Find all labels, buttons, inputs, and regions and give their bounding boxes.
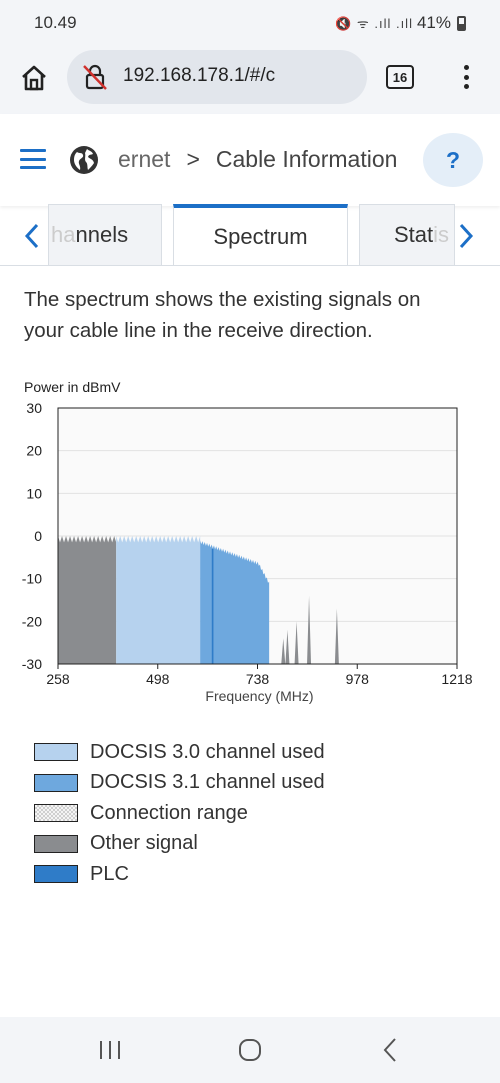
x-tick-label: 498	[146, 671, 170, 687]
globe-icon	[70, 146, 98, 174]
x-tick-label: 978	[346, 671, 370, 687]
y-axis-label: Power in dBmV	[24, 379, 121, 395]
more-options-icon[interactable]	[452, 62, 480, 92]
legend-item: Other signal	[34, 829, 325, 860]
home-nav-button[interactable]	[230, 1035, 270, 1065]
y-tick-label: 20	[26, 443, 42, 459]
status-bar: 10.49 🔇 ᯤ .ıll .ıll 41%	[0, 0, 500, 48]
tab-statistics-partial: is	[433, 222, 450, 247]
tab-scroll-left-button[interactable]	[20, 218, 44, 254]
series-other-signal-0	[58, 536, 117, 664]
insecure-lock-icon	[83, 64, 107, 90]
x-tick-label: 738	[246, 671, 270, 687]
status-indicators: 🔇 ᯤ .ıll .ıll 41%	[335, 13, 466, 33]
tab-channels-label: nnels	[75, 222, 129, 247]
legend-label: DOCSIS 3.0 channel used	[90, 740, 325, 763]
tab-switcher-button[interactable]: 16	[386, 65, 414, 89]
tab-statistics[interactable]: Stat is	[359, 204, 455, 265]
plot-frame	[57, 407, 458, 665]
status-time: 10.49	[34, 13, 77, 32]
y-tick-label: -20	[22, 613, 42, 629]
help-button[interactable]: ?	[423, 133, 483, 187]
legend-item: DOCSIS 3.1 channel used	[34, 768, 325, 799]
legend-item: PLC	[34, 859, 325, 890]
recent-apps-icon	[100, 1041, 120, 1059]
spike-other-signal	[334, 608, 339, 664]
tab-channels[interactable]: ha nnels	[48, 204, 162, 265]
y-tick-label: 10	[26, 485, 42, 501]
signal-icons: 🔇 ᯤ .ıll .ıll	[335, 16, 413, 31]
tab-channels-partial: ha	[51, 222, 76, 247]
spectrum-description: The spectrum shows the existing signals …	[24, 288, 421, 342]
spectrum-chart: Power in dBmV 30 20 10 0 -10 -20 -30 258 498 738 97…	[0, 372, 500, 712]
tabs-divider	[0, 265, 500, 266]
tab-scroll-right-button[interactable]	[454, 218, 478, 254]
legend-label: DOCSIS 3.1 channel used	[90, 771, 325, 794]
recent-apps-button[interactable]	[90, 1035, 130, 1065]
breadcrumb-current: Cable Information	[215, 146, 398, 172]
battery-percent: 41%	[416, 13, 451, 32]
legend-swatch	[34, 743, 78, 762]
tab-spectrum-label: Spectrum	[213, 224, 308, 249]
home-icon	[22, 65, 46, 91]
back-nav-button[interactable]	[370, 1035, 410, 1065]
spike-other-signal	[281, 638, 286, 664]
y-tick-label: 30	[26, 400, 42, 416]
legend-label: PLC	[90, 862, 129, 885]
legend-swatch	[34, 865, 78, 884]
back-icon	[383, 1038, 396, 1062]
legend-swatch	[34, 773, 78, 792]
hamburger-menu-icon[interactable]	[20, 149, 46, 169]
breadcrumb: ernet > Cable Information	[118, 146, 397, 173]
spike-other-signal	[285, 629, 290, 664]
spike-other-signal	[307, 595, 312, 664]
battery-icon	[457, 15, 466, 31]
x-tick-label: 258	[46, 671, 70, 687]
y-tick-label: -30	[22, 656, 42, 672]
series-docsis-3-1-channel-used-2	[200, 540, 270, 664]
tab-bar: ha nnels Spectrum Stat is	[0, 204, 500, 266]
url-text: 192.168.178.1/#/c	[123, 65, 276, 86]
tab-statistics-label: Stat	[394, 222, 434, 247]
series-docsis-3-0-channel-used-1	[116, 536, 201, 664]
home-button[interactable]	[14, 58, 54, 98]
x-axis-label: Frequency (MHz)	[205, 688, 313, 704]
legend-label: Connection range	[90, 801, 248, 824]
home-circle-icon	[239, 1039, 261, 1061]
url-bar[interactable]: 192.168.178.1/#/c 文A	[67, 50, 367, 104]
tab-spectrum[interactable]: Spectrum	[173, 204, 348, 266]
breadcrumb-parent[interactable]: ernet	[118, 146, 171, 172]
app-header: ernet > Cable Information ?	[0, 114, 500, 206]
spike-other-signal	[294, 621, 299, 664]
chevron-right-icon	[459, 223, 474, 249]
legend-item: DOCSIS 3.0 channel used	[34, 737, 325, 768]
chevron-left-icon	[24, 223, 39, 249]
breadcrumb-separator: >	[186, 146, 200, 172]
chart-legend: DOCSIS 3.0 channel used DOCSIS 3.1 channe…	[34, 737, 325, 890]
legend-label: Other signal	[90, 832, 198, 855]
system-nav-bar	[0, 1017, 500, 1083]
legend-swatch	[34, 834, 78, 853]
y-tick-label: -10	[22, 571, 42, 587]
browser-toolbar: 192.168.178.1/#/c 文A 16	[0, 48, 500, 114]
legend-swatch	[34, 804, 78, 823]
legend-item: Connection range	[34, 798, 325, 829]
series-plc-3	[211, 548, 214, 664]
y-tick-label: 0	[34, 528, 42, 544]
x-tick-label: 1218	[441, 671, 472, 687]
